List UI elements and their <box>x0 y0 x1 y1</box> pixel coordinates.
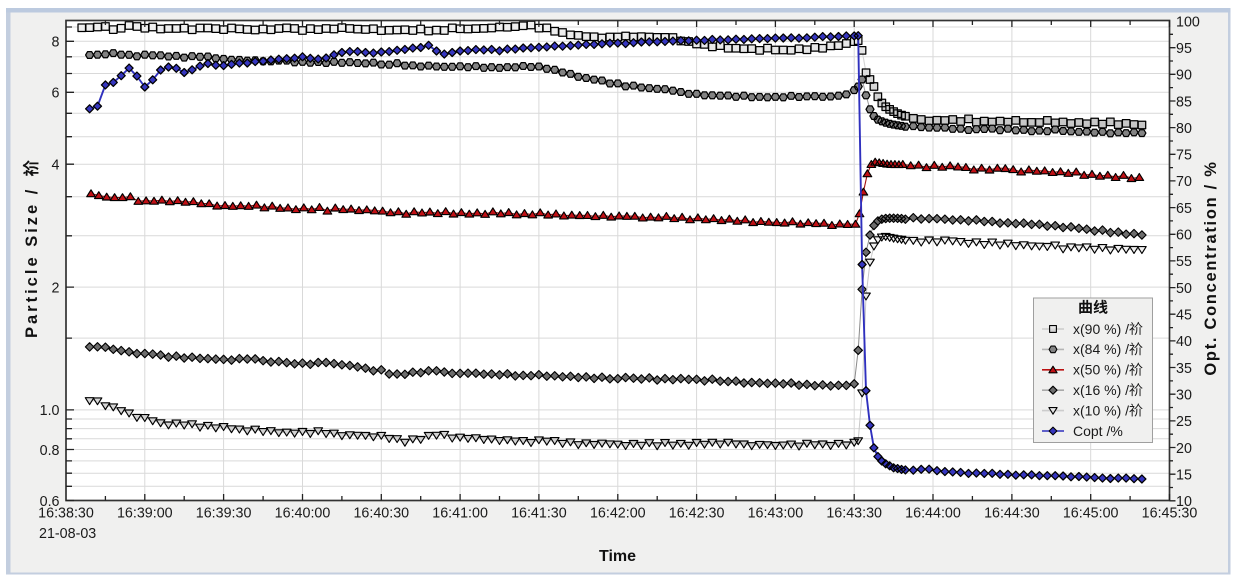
svg-text:16:39:00: 16:39:00 <box>117 506 173 522</box>
svg-text:16:44:00: 16:44:00 <box>905 506 961 522</box>
svg-text:x(90 %) /: x(90 %) / <box>1073 321 1129 337</box>
svg-text:16:40:30: 16:40:30 <box>353 506 409 522</box>
svg-text:6: 6 <box>52 86 60 102</box>
svg-text:Opt. Concentration / %: Opt. Concentration / % <box>1202 160 1220 375</box>
svg-text:30: 30 <box>1176 388 1192 404</box>
svg-text:16:45:00: 16:45:00 <box>1063 506 1119 522</box>
svg-text:40: 40 <box>1176 334 1192 350</box>
svg-text:100: 100 <box>1176 14 1200 30</box>
svg-text:Copt /%: Copt /% <box>1073 423 1123 439</box>
svg-text:x(10 %) /: x(10 %) / <box>1073 402 1129 418</box>
svg-text:16:38:30: 16:38:30 <box>38 506 94 522</box>
svg-text:16:41:00: 16:41:00 <box>432 506 488 522</box>
svg-text:25: 25 <box>1176 414 1192 430</box>
svg-text:95: 95 <box>1176 41 1192 57</box>
svg-text:50: 50 <box>1176 281 1192 297</box>
svg-text:16:43:30: 16:43:30 <box>826 506 882 522</box>
svg-text:70: 70 <box>1176 174 1192 190</box>
svg-text:0.8: 0.8 <box>40 443 60 459</box>
svg-text:55: 55 <box>1176 254 1192 270</box>
svg-text:Time: Time <box>599 548 636 565</box>
svg-text:16:45:30: 16:45:30 <box>1142 506 1198 522</box>
svg-text:x(16 %) /: x(16 %) / <box>1073 382 1129 398</box>
svg-text:Particle Size /: Particle Size / <box>23 187 41 338</box>
svg-text:60: 60 <box>1176 228 1192 244</box>
svg-text:90: 90 <box>1176 68 1192 84</box>
svg-text:16:39:30: 16:39:30 <box>196 506 252 522</box>
svg-text:x(50 %) /: x(50 %) / <box>1073 362 1129 378</box>
svg-text:21-08-03: 21-08-03 <box>39 526 96 542</box>
svg-text:35: 35 <box>1176 361 1192 377</box>
svg-text:1.0: 1.0 <box>40 403 60 419</box>
svg-text:75: 75 <box>1176 148 1192 164</box>
svg-text:16:43:00: 16:43:00 <box>748 506 804 522</box>
svg-text:16:40:00: 16:40:00 <box>275 506 331 522</box>
svg-text:0.6: 0.6 <box>40 494 60 510</box>
svg-text:16:42:00: 16:42:00 <box>590 506 646 522</box>
svg-text:80: 80 <box>1176 121 1192 137</box>
svg-text:65: 65 <box>1176 201 1192 217</box>
svg-text:45: 45 <box>1176 308 1192 324</box>
svg-text:4: 4 <box>52 158 60 174</box>
svg-text:2: 2 <box>52 280 60 296</box>
svg-text:16:42:30: 16:42:30 <box>669 506 725 522</box>
svg-text:16:44:30: 16:44:30 <box>984 506 1040 522</box>
svg-text:15: 15 <box>1176 468 1192 484</box>
svg-text:10: 10 <box>1176 494 1192 510</box>
svg-text:20: 20 <box>1176 441 1192 457</box>
svg-text:85: 85 <box>1176 94 1192 110</box>
svg-text:16:41:30: 16:41:30 <box>511 506 567 522</box>
svg-text:8: 8 <box>52 35 60 51</box>
svg-text:x(84 %) /: x(84 %) / <box>1073 341 1129 357</box>
